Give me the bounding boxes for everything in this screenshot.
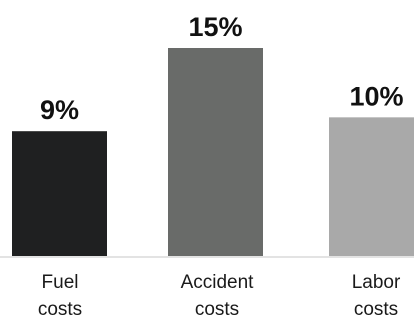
- category-label-0: Fuel costs: [38, 272, 82, 320]
- value-label-2: 10%: [349, 81, 403, 111]
- category-label-2: Labor costs: [352, 272, 401, 320]
- category-label-line: Fuel: [42, 272, 79, 293]
- bar-2: [329, 117, 414, 256]
- category-label-line: costs: [354, 299, 398, 320]
- category-labels-group: Fuel costs Accident costs Labor costs: [38, 272, 401, 320]
- category-label-line: costs: [38, 299, 82, 320]
- value-label-0: 9%: [40, 95, 79, 125]
- bar-0: [12, 131, 107, 256]
- value-labels-group: 9% 15% 10%: [40, 12, 404, 125]
- category-label-line: Labor: [352, 272, 401, 293]
- category-label-1: Accident costs: [181, 272, 255, 320]
- category-label-line: costs: [195, 299, 239, 320]
- category-label-line: Accident: [181, 272, 255, 293]
- value-label-1: 15%: [188, 12, 242, 42]
- bar-1: [168, 48, 263, 256]
- bars-group: [12, 48, 414, 256]
